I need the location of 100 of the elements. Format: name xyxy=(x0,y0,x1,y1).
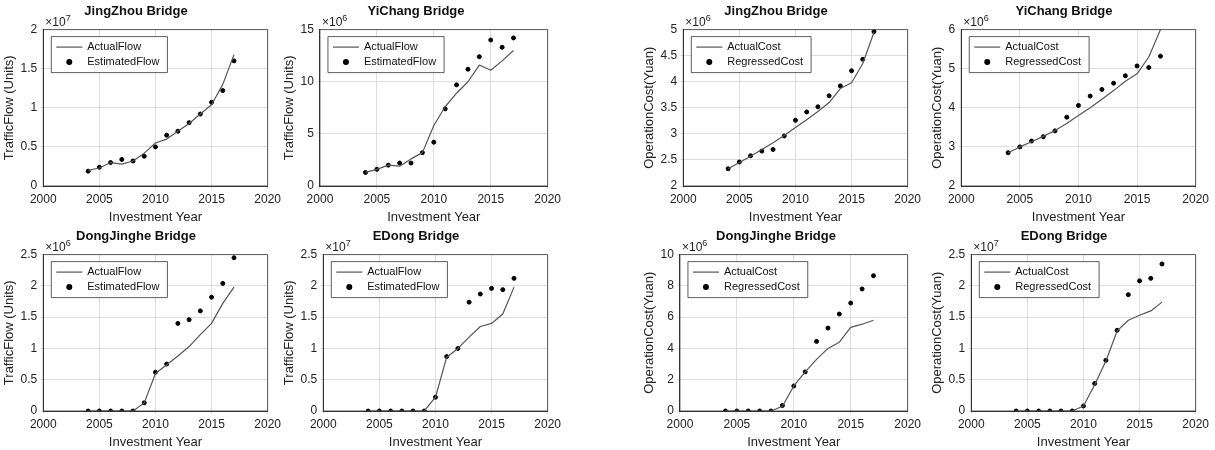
y-axis-title: TrafficFlow (Units) xyxy=(1,280,17,386)
y-tick-label: 1 xyxy=(310,340,318,355)
y-tick-label: 0 xyxy=(667,403,675,418)
y-tick-label: 3.5 xyxy=(660,100,678,115)
y-tick-label: 2 xyxy=(670,178,678,193)
y-tick-label: 2.5 xyxy=(948,246,966,261)
y-tick-label: 0 xyxy=(958,403,966,418)
x-tick-label: 2020 xyxy=(894,191,922,206)
x-tick-label: 2000 xyxy=(29,191,57,206)
y-axis-title: OperationCost(Yuan) xyxy=(929,46,945,169)
y-axis-title: TrafficFlow (Units) xyxy=(1,55,17,161)
y-tick-label: 1.5 xyxy=(300,309,318,324)
chart-title: JingZhou Bridge xyxy=(84,3,188,19)
legend-label: ActualCost xyxy=(723,265,778,278)
x-tick-label: 2005 xyxy=(366,416,394,431)
y-tick-label: 10 xyxy=(660,246,675,261)
x-tick-label: 2010 xyxy=(780,416,808,431)
y-tick-label: 1.5 xyxy=(20,61,38,76)
chart-title: DongJinghe Bridge xyxy=(716,228,836,244)
legend-label: RegressedCost xyxy=(723,280,800,293)
y-tick-label: 3 xyxy=(948,139,956,154)
y-tick-label: 1 xyxy=(30,100,38,115)
x-tick-label: 2000 xyxy=(666,416,694,431)
x-axis-title: Investment Year xyxy=(1036,433,1131,449)
y-tick-label: 6 xyxy=(948,21,956,36)
y-tick-label: 2.5 xyxy=(20,246,38,261)
y-tick-label: 1.5 xyxy=(948,309,966,324)
x-tick-label: 2010 xyxy=(782,191,810,206)
x-tick-label: 2015 xyxy=(1123,191,1151,206)
x-tick-label: 2005 xyxy=(726,191,754,206)
x-axis-title: Investment Year xyxy=(388,433,483,449)
x-tick-label: 2020 xyxy=(1182,191,1210,206)
x-tick-label: 2005 xyxy=(1006,191,1034,206)
y-tick-label: 0.5 xyxy=(300,372,318,387)
y-tick-label: 1 xyxy=(958,340,966,355)
chart-title: JingZhou Bridge xyxy=(724,3,828,19)
x-tick-label: 2005 xyxy=(723,416,751,431)
y-tick-label: 0 xyxy=(307,178,315,193)
legend-label: EstimatedFlow xyxy=(87,55,160,68)
chart-title: DongJinghe Bridge xyxy=(76,228,196,244)
legend-label: ActualFlow xyxy=(363,40,418,53)
x-tick-label: 2000 xyxy=(957,416,985,431)
y-tick-label: 3 xyxy=(670,126,678,141)
legend-label: ActualCost xyxy=(1005,40,1059,53)
x-tick-label: 2020 xyxy=(254,416,282,431)
y-axis-title: OperationCost(Yuan) xyxy=(929,271,945,394)
x-tick-label: 2010 xyxy=(420,191,448,206)
x-axis-title: Investment Year xyxy=(108,208,203,224)
x-tick-label: 2015 xyxy=(1126,416,1154,431)
x-tick-label: 2000 xyxy=(29,416,57,431)
x-tick-label: 2010 xyxy=(422,416,450,431)
x-tick-label: 2000 xyxy=(947,191,975,206)
legend-label: ActualFlow xyxy=(87,265,142,278)
chart-title: EDong Bridge xyxy=(1020,228,1108,244)
y-tick-label: 0 xyxy=(30,178,38,193)
x-tick-label: 2015 xyxy=(478,416,506,431)
x-tick-label: 2000 xyxy=(309,416,337,431)
x-axis-title: Investment Year xyxy=(108,433,203,449)
y-tick-label: 2 xyxy=(310,278,318,293)
x-tick-label: 2015 xyxy=(838,191,866,206)
y-tick-label: 0.5 xyxy=(20,372,38,387)
y-tick-label: 1.5 xyxy=(20,309,38,324)
y-tick-label: 5 xyxy=(670,21,678,36)
x-tick-label: 2015 xyxy=(837,416,865,431)
x-tick-label: 2020 xyxy=(1182,416,1210,431)
y-tick-label: 8 xyxy=(667,278,675,293)
legend-label: EstimatedFlow xyxy=(87,280,160,293)
x-tick-label: 2005 xyxy=(86,416,114,431)
x-tick-label: 2015 xyxy=(198,191,226,206)
legend-label: ActualCost xyxy=(1015,265,1069,278)
legend-label: ActualFlow xyxy=(87,40,142,53)
x-axis-title: Investment Year xyxy=(747,433,842,449)
chart-title: YiChang Bridge xyxy=(367,3,465,19)
x-tick-label: 2000 xyxy=(306,191,334,206)
y-tick-label: 0.5 xyxy=(948,372,966,387)
x-tick-label: 2015 xyxy=(198,416,226,431)
y-tick-label: 0.5 xyxy=(20,139,38,154)
y-tick-label: 2 xyxy=(958,278,966,293)
legend-label: RegressedCost xyxy=(727,55,804,68)
y-tick-label: 2 xyxy=(30,21,38,36)
x-tick-label: 2005 xyxy=(86,191,114,206)
y-tick-label: 2 xyxy=(948,178,956,193)
x-tick-label: 2005 xyxy=(363,191,391,206)
x-tick-label: 2010 xyxy=(1065,191,1093,206)
y-tick-label: 15 xyxy=(300,21,315,36)
x-tick-label: 2005 xyxy=(1014,416,1042,431)
y-tick-label: 4 xyxy=(667,340,675,355)
y-axis-title: OperationCost(Yuan) xyxy=(641,271,657,394)
legend-label: ActualFlow xyxy=(367,265,422,278)
y-tick-label: 6 xyxy=(667,309,675,324)
x-axis-title: Investment Year xyxy=(1031,208,1126,224)
x-axis-title: Investment Year xyxy=(387,208,482,224)
y-tick-label: 2.5 xyxy=(660,152,678,167)
y-tick-label: 2.5 xyxy=(300,246,318,261)
x-tick-label: 2020 xyxy=(254,191,282,206)
y-tick-label: 5 xyxy=(307,126,315,141)
y-tick-label: 10 xyxy=(300,74,315,89)
legend-label: EstimatedFlow xyxy=(363,55,437,68)
y-axis-title: TrafficFlow (Units) xyxy=(281,280,297,386)
legend-label: RegressedCost xyxy=(1005,55,1082,68)
